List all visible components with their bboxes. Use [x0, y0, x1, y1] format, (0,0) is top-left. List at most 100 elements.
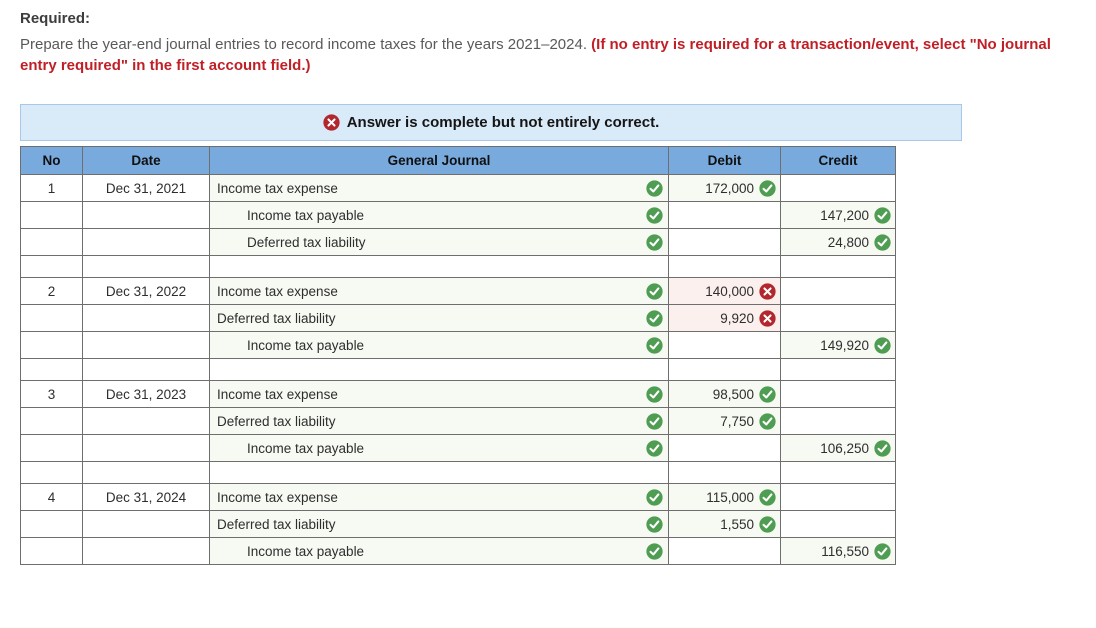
account-field[interactable]: Deferred tax liability — [209, 510, 669, 538]
correct-check-icon — [646, 282, 663, 300]
credit-amount: 116,550 — [821, 543, 869, 559]
debit-field[interactable] — [668, 331, 781, 359]
correct-check-icon — [874, 542, 891, 560]
correct-check-icon — [874, 206, 891, 224]
credit-field[interactable] — [780, 174, 896, 202]
debit-amount: 1,550 — [720, 516, 754, 532]
journal-row: Income tax payable 147,200 — [20, 201, 896, 229]
journal-table-body: 1 Dec 31, 2021 Income tax expense 172,000 In… — [20, 174, 896, 565]
entry-no-cell — [20, 434, 83, 462]
entry-date-cell: Dec 31, 2023 — [82, 380, 210, 408]
account-field[interactable]: Deferred tax liability — [209, 304, 669, 332]
empty-cell — [20, 461, 83, 484]
credit-field[interactable] — [780, 483, 896, 511]
empty-cell — [82, 255, 210, 278]
entry-no-cell — [20, 537, 83, 565]
entry-no-cell — [20, 228, 83, 256]
header-credit: Credit — [780, 146, 896, 175]
debit-field[interactable]: 172,000 — [668, 174, 781, 202]
entry-date-cell — [82, 407, 210, 435]
result-banner: Answer is complete but not entirely corr… — [20, 104, 962, 141]
entry-no: 3 — [47, 386, 56, 402]
account-field[interactable]: Income tax payable — [209, 201, 669, 229]
debit-field[interactable]: 7,750 — [668, 407, 781, 435]
entry-date-cell: Dec 31, 2022 — [82, 277, 210, 305]
empty-cell — [780, 461, 896, 484]
account-field[interactable]: Income tax expense — [209, 174, 669, 202]
entry-date: Dec 31, 2021 — [105, 180, 187, 196]
journal-header-row: No Date General Journal Debit Credit — [20, 146, 896, 175]
correct-check-icon — [646, 439, 663, 457]
journal-row: 1 Dec 31, 2021 Income tax expense 172,000 — [20, 174, 896, 202]
debit-field[interactable]: 9,920 — [668, 304, 781, 332]
correct-check-icon — [646, 385, 663, 403]
empty-cell — [82, 358, 210, 381]
required-heading: Required: — [20, 10, 91, 27]
header-general-journal: General Journal — [209, 146, 669, 175]
account-name: Deferred tax liability — [247, 234, 366, 250]
account-field[interactable]: Income tax expense — [209, 380, 669, 408]
debit-field[interactable] — [668, 201, 781, 229]
correct-check-icon — [874, 439, 891, 457]
incorrect-x-icon — [759, 309, 776, 327]
journal-row: 2 Dec 31, 2022 Income tax expense 140,000 — [20, 277, 896, 305]
debit-field[interactable]: 98,500 — [668, 380, 781, 408]
debit-field[interactable] — [668, 228, 781, 256]
header-date: Date — [82, 146, 210, 175]
entry-no-cell — [20, 331, 83, 359]
correct-check-icon — [646, 179, 663, 197]
debit-amount: 115,000 — [706, 489, 754, 505]
credit-field[interactable] — [780, 380, 896, 408]
account-field[interactable]: Deferred tax liability — [209, 228, 669, 256]
account-field[interactable]: Income tax payable — [209, 434, 669, 462]
debit-amount: 9,920 — [720, 310, 754, 326]
account-name: Deferred tax liability — [217, 516, 336, 532]
journal-row: Income tax payable 116,550 — [20, 537, 896, 565]
correct-check-icon — [759, 515, 776, 533]
entry-date-cell: Dec 31, 2024 — [82, 483, 210, 511]
credit-field[interactable]: 106,250 — [780, 434, 896, 462]
account-name: Income tax expense — [217, 489, 338, 505]
debit-field[interactable] — [668, 434, 781, 462]
journal-row: Income tax payable 106,250 — [20, 434, 896, 462]
journal-row: Deferred tax liability 24,800 — [20, 228, 896, 256]
account-field[interactable]: Income tax expense — [209, 483, 669, 511]
journal-row: Deferred tax liability 1,550 — [20, 510, 896, 538]
empty-cell — [82, 461, 210, 484]
debit-field[interactable]: 115,000 — [668, 483, 781, 511]
credit-field[interactable]: 24,800 — [780, 228, 896, 256]
entry-date: Dec 31, 2024 — [105, 489, 187, 505]
banner-text: Answer is complete but not entirely corr… — [346, 114, 660, 131]
empty-cell — [20, 358, 83, 381]
correct-check-icon — [874, 233, 891, 251]
correct-check-icon — [759, 179, 776, 197]
account-field[interactable]: Income tax payable — [209, 331, 669, 359]
credit-field[interactable] — [780, 407, 896, 435]
credit-field[interactable] — [780, 510, 896, 538]
account-name: Income tax expense — [217, 180, 338, 196]
credit-field[interactable] — [780, 304, 896, 332]
credit-field[interactable]: 149,920 — [780, 331, 896, 359]
credit-field[interactable]: 116,550 — [780, 537, 896, 565]
account-name: Income tax payable — [247, 543, 365, 559]
account-field[interactable]: Income tax payable — [209, 537, 669, 565]
entry-date: Dec 31, 2022 — [105, 283, 187, 299]
entry-date-cell — [82, 228, 210, 256]
debit-field[interactable] — [668, 537, 781, 565]
journal-row: Deferred tax liability 7,750 — [20, 407, 896, 435]
journal-row: 3 Dec 31, 2023 Income tax expense 98,500 — [20, 380, 896, 408]
header-debit: Debit — [668, 146, 781, 175]
debit-field[interactable]: 140,000 — [668, 277, 781, 305]
debit-field[interactable]: 1,550 — [668, 510, 781, 538]
header-no: No — [20, 146, 83, 175]
spacer-row — [20, 358, 896, 381]
credit-field[interactable] — [780, 277, 896, 305]
credit-field[interactable]: 147,200 — [780, 201, 896, 229]
spacer-row — [20, 461, 896, 484]
spacer-row — [20, 255, 896, 278]
correct-check-icon — [759, 385, 776, 403]
empty-cell — [780, 255, 896, 278]
account-field[interactable]: Deferred tax liability — [209, 407, 669, 435]
account-field[interactable]: Income tax expense — [209, 277, 669, 305]
entry-no-cell — [20, 304, 83, 332]
